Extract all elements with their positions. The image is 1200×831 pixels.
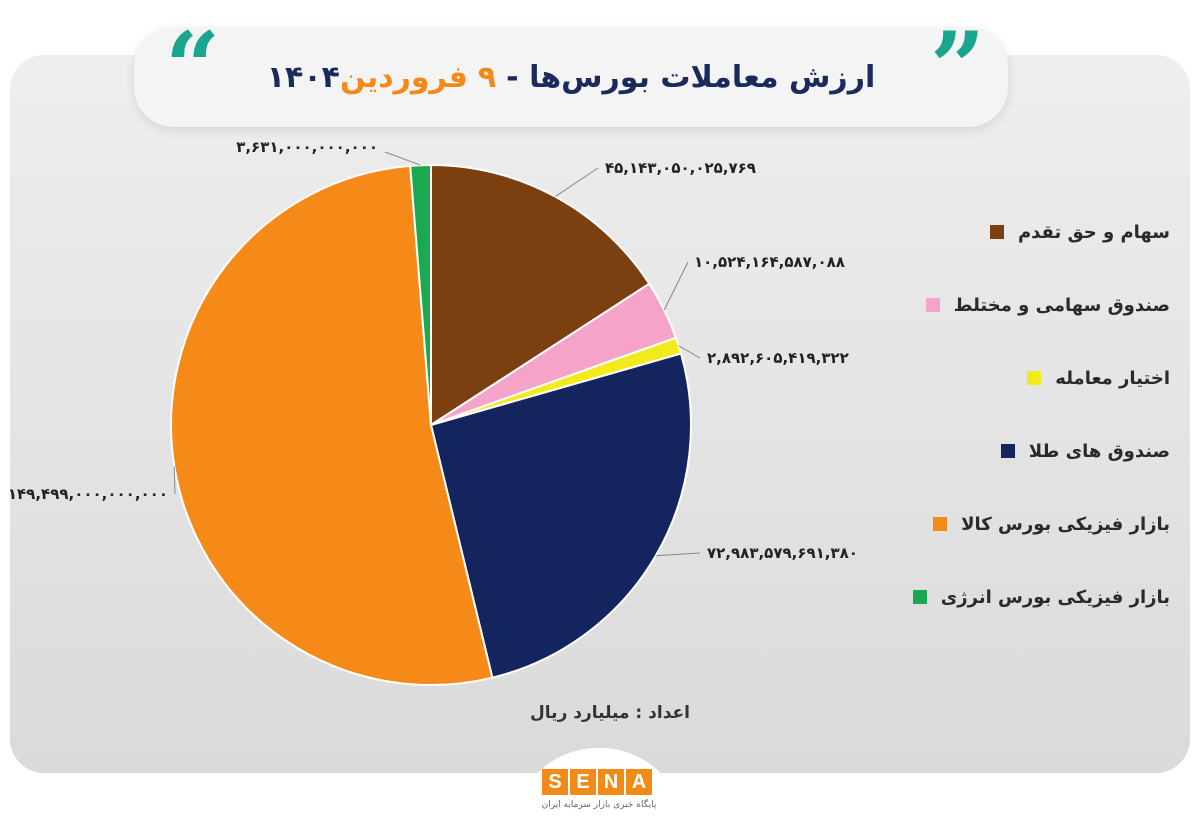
legend-label: صندوق های طلا [1028,440,1170,462]
page-title: ارزش معاملات بورس‌ها -۹فروردین۱۴۰۴ [267,60,876,95]
pie-slice [409,163,432,426]
leader-line [384,151,421,166]
logo-subtitle: پایگاه خبری بازار سرمایه ایران [541,800,657,810]
leader-line [663,261,689,311]
pie-slice [170,164,494,686]
leader-line [655,552,701,557]
legend-swatch [1027,371,1042,385]
legend-label: سهام و حق تقدم [1017,221,1170,243]
legend-item: صندوق های طلا [1000,431,1170,471]
title-main: ارزش معاملات بورس‌ها - [506,59,876,95]
data-label: ۱۴۹,۴۹۹,۰۰۰,۰۰۰,۰۰۰ [8,485,168,503]
legend-item: بازار فیزیکی بورس کالا [933,504,1170,544]
data-label: ۱۰,۵۲۴,۱۶۴,۵۸۷,۰۸۸ [694,253,845,271]
data-label: ۷۲,۹۸۳,۵۷۹,۶۹۱,۳۸۰ [707,544,858,562]
title-month: فروردین [339,59,468,95]
open-quote-icon: “ [165,11,221,124]
legend-label: اختیار معامله [1055,367,1170,389]
legend-label: بازار فیزیکی بورس انرژی [940,586,1170,608]
data-label: ۳,۶۳۱,۰۰۰,۰۰۰,۰۰۰ [236,138,378,156]
legend-swatch [925,298,940,312]
data-label: ۲,۸۹۲,۶۰۵,۴۱۹,۳۲۲ [707,349,849,367]
leader-line [554,167,599,198]
legend-item: صندوق سهامی و مختلط [925,285,1170,325]
legend-item: اختیار معامله [1027,358,1170,398]
legend-item: سهام و حق تقدم [989,212,1170,252]
legend-label: بازار فیزیکی بورس کالا [961,513,1170,535]
leader-line [678,345,701,359]
title-bar: ارزش معاملات بورس‌ها -۹فروردین۱۴۰۴ [134,27,1008,127]
legend-swatch [1000,444,1015,458]
logo-letter: A [626,769,652,795]
legend-swatch [933,517,948,531]
legend-swatch [912,590,927,604]
logo-letters: S E N A [542,769,652,795]
data-label: ۴۵,۱۴۳,۰۵۰,۰۲۵,۷۶۹ [605,159,756,177]
unit-note: اعداد : میلیارد ریال [530,703,690,723]
logo-letter: E [570,769,596,795]
legend-item: بازار فیزیکی بورس انرژی [912,577,1170,617]
logo-letter: S [542,769,568,795]
legend-label: صندوق سهامی و مختلط [953,294,1170,316]
logo-letter: N [598,769,624,795]
title-year: ۱۴۰۴ [266,59,340,95]
legend-swatch [989,225,1004,239]
title-day: ۹ [477,59,497,95]
close-quote-icon: ” [930,11,986,124]
pie-slice [430,163,651,427]
leader-line [173,466,176,495]
